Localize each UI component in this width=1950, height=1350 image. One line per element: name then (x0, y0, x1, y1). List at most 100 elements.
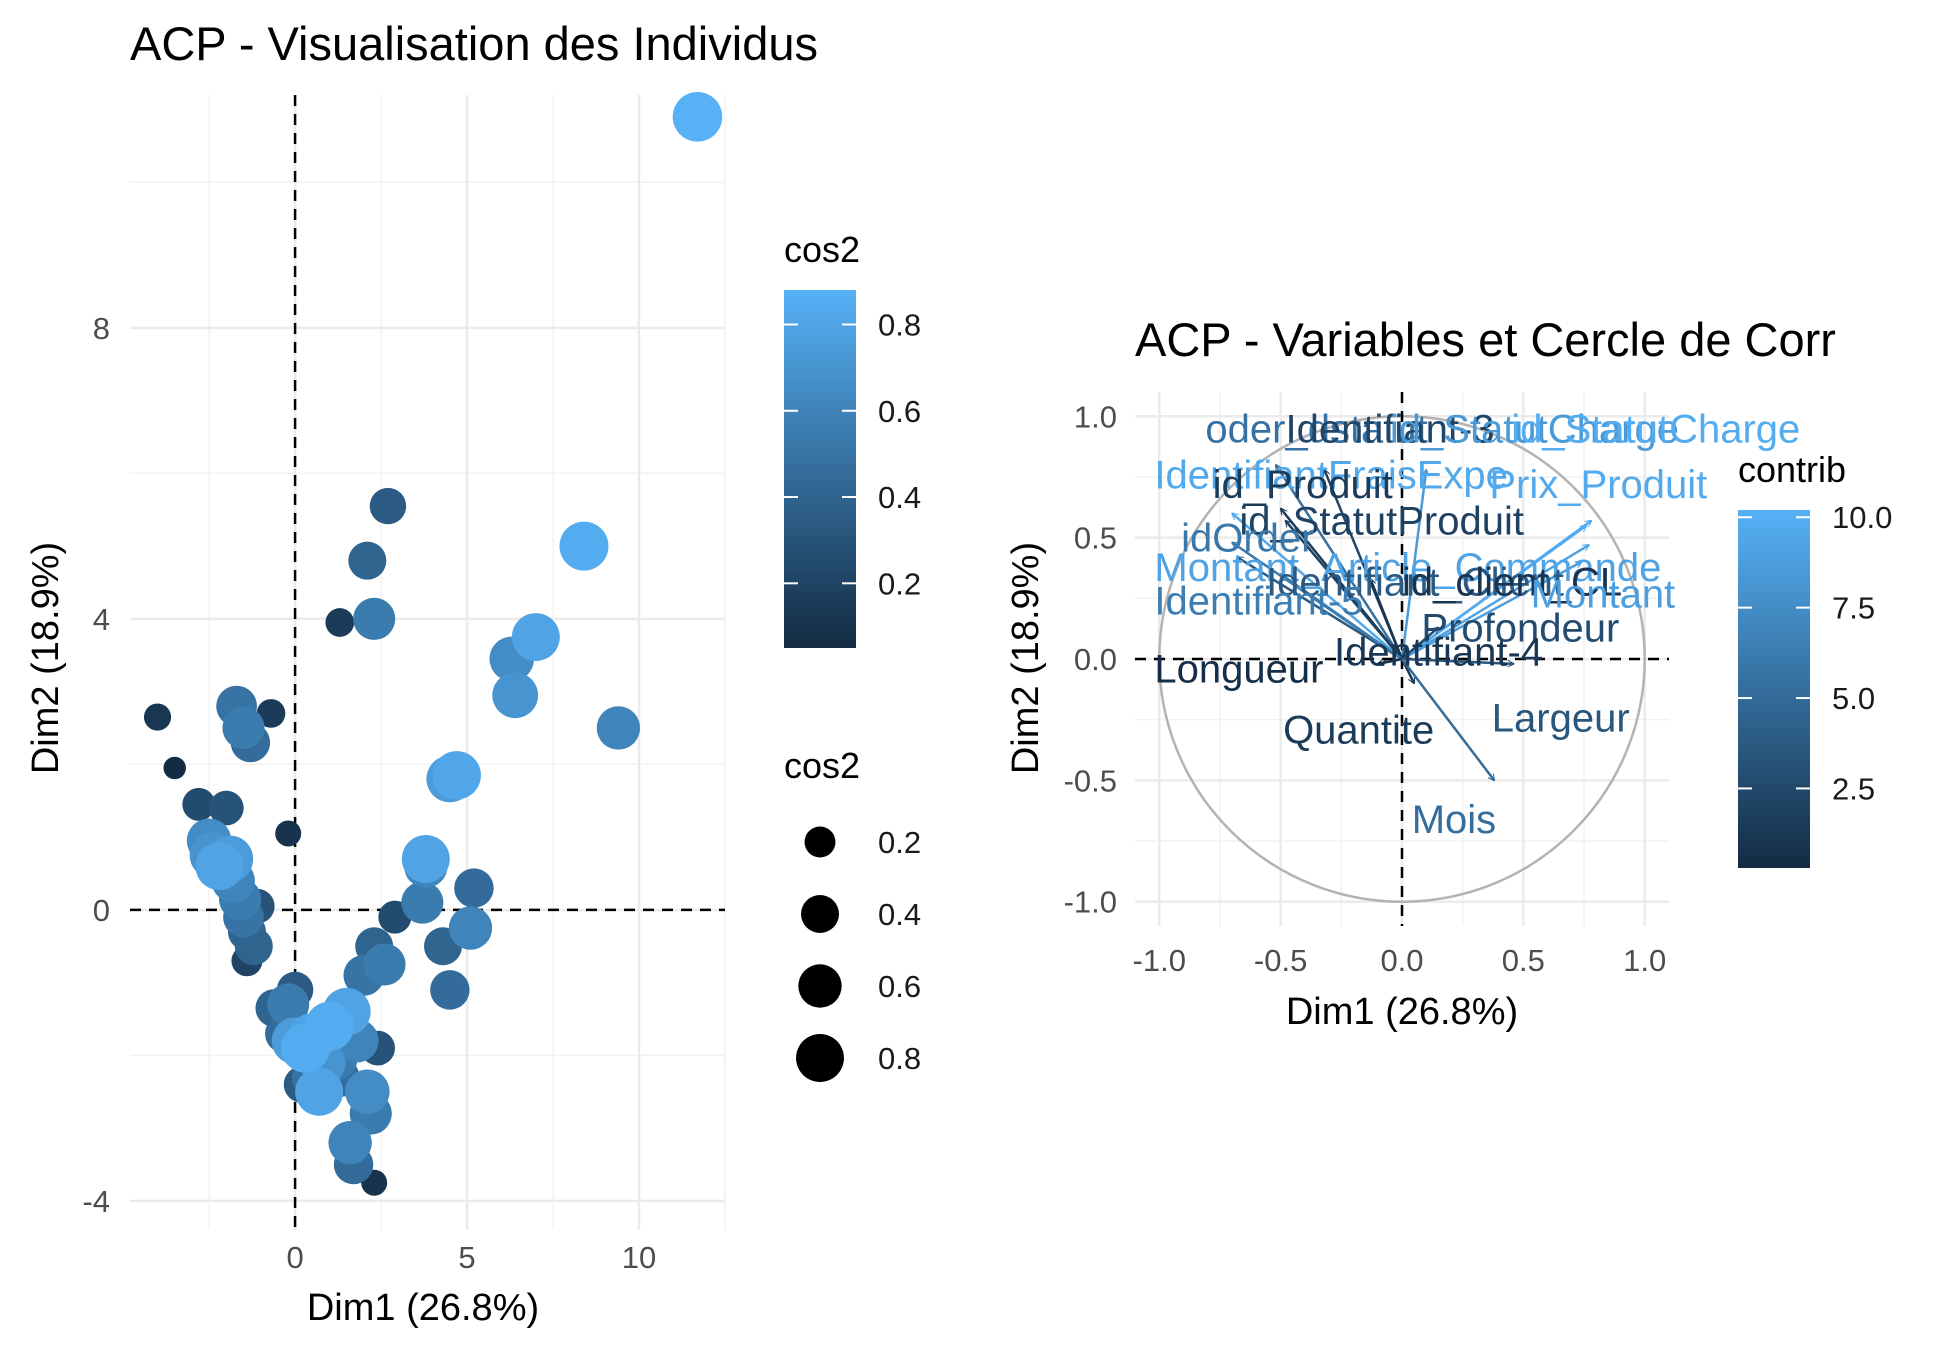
variable-label: id_Produit (1213, 463, 1393, 507)
x-tick-label: 0.0 (1380, 943, 1423, 978)
y-tick-label: 8 (93, 311, 110, 346)
individual-point (596, 706, 641, 750)
variable-arrow (1401, 560, 1582, 661)
size-legend-label: 0.8 (878, 1041, 921, 1076)
variable-label: id_client_CL (1402, 560, 1622, 604)
x-tick-label: -1.0 (1133, 943, 1186, 978)
variable-arrow (1401, 521, 1591, 661)
individual-point (345, 1069, 390, 1115)
y-tick-label: 1.0 (1074, 399, 1117, 434)
individuals-grid (130, 95, 726, 1230)
individual-point (325, 608, 355, 637)
individual-point (182, 787, 216, 821)
individual-point (401, 881, 444, 924)
variable-label: Profondeur (1421, 606, 1619, 650)
individual-point (432, 751, 481, 800)
y-tick-label: 0 (93, 893, 110, 928)
variable-arrow (1370, 579, 1404, 660)
size-legend-label: 0.2 (878, 825, 921, 860)
variable-label: id_StatutProduit (1239, 500, 1524, 544)
x-tick-label: 0 (286, 1240, 303, 1275)
variable-label: Longueur (1154, 648, 1323, 692)
variable-label: Largeur (1492, 696, 1630, 740)
individual-point (559, 521, 609, 571)
individuals-ticks: 0 5 10 -4 0 4 8 (82, 311, 656, 1275)
variable-label: Montant (1531, 572, 1676, 616)
individual-point (353, 597, 396, 640)
contrib-legend-label: 7.5 (1832, 591, 1875, 626)
variable-arrow (1237, 555, 1403, 661)
individual-point (369, 487, 407, 525)
individuals-y-axis-label: Dim2 (18.9%) (25, 542, 67, 774)
individual-point (328, 1120, 372, 1165)
variables-ticks: -1.0 -0.5 0.0 0.5 1.0 -1.0 -0.5 0.0 0.5 1.0 (1064, 399, 1667, 978)
variables-x-axis-label: Dim1 (26.8%) (1286, 991, 1518, 1033)
individuals-legends: cos2 0.2 0.4 0.6 0.8 cos2 0.2 0.4 0.6 0.8 (784, 229, 921, 1082)
individual-point (401, 834, 450, 883)
variable-arrow (1232, 513, 1403, 660)
variable-arrow (1401, 657, 1514, 664)
individual-point (295, 1067, 344, 1116)
x-tick-label: 5 (458, 1240, 475, 1275)
color-legend-label: 0.2 (878, 566, 921, 601)
color-legend-title: cos2 (784, 229, 860, 270)
variable-label: Montant_Article_Commande (1154, 546, 1661, 590)
individuals-plot: ACP - Visualisation des Individus 0 5 10 -4… (25, 17, 818, 1329)
individual-point (163, 756, 186, 780)
variable-label: Identifiant-4 (1334, 631, 1543, 675)
individual-point (208, 790, 244, 826)
variable-label: IdentifiantFraisExpe (1154, 454, 1508, 498)
color-legend-label: 0.8 (878, 308, 921, 343)
variables-plot: ACP - Variables et Cercle de Corr oder_d… (1005, 313, 1836, 1033)
variables-legend: contrib 2.5 5.0 7.5 10.0 (1738, 449, 1892, 868)
individuals-plot-title: ACP - Visualisation des Individus (130, 17, 818, 70)
individual-point (222, 706, 265, 750)
y-tick-label: 0.0 (1074, 642, 1117, 677)
x-tick-label: 1.0 (1623, 943, 1666, 978)
variable-label: Identifiant-3 (1285, 407, 1494, 451)
individual-point (275, 820, 302, 847)
individual-point (672, 92, 723, 142)
size-legend-dot (801, 895, 839, 933)
variable-label: id_StatutCharge (1511, 407, 1800, 451)
color-legend-label: 0.4 (878, 480, 921, 515)
individual-point (454, 868, 494, 908)
individual-point (256, 699, 286, 728)
individual-point (448, 906, 493, 950)
contrib-legend-label: 5.0 (1832, 681, 1875, 716)
variable-arrow (1401, 658, 1494, 780)
x-tick-label: 0.5 (1502, 943, 1545, 978)
variable-label: idOrder (1181, 517, 1314, 561)
contrib-legend-ticks: 2.5 5.0 7.5 10.0 (1738, 500, 1892, 806)
individual-point (348, 541, 387, 580)
color-legend-ticks: 0.2 0.4 0.6 0.8 (784, 308, 921, 601)
size-legend-title: cos2 (784, 745, 860, 786)
variable-arrow (1401, 543, 1589, 661)
color-legend-label: 0.6 (878, 394, 921, 429)
variable-label: oder_dstatut (1205, 407, 1427, 451)
individual-point (430, 970, 470, 1010)
individual-point (492, 672, 539, 719)
variable-label: Prix_Produit (1489, 463, 1707, 507)
y-tick-label: -1.0 (1064, 885, 1117, 920)
contrib-legend-label: 2.5 (1832, 771, 1875, 806)
variable-arrow (1400, 647, 1407, 660)
individuals-x-axis-label: Dim1 (26.8%) (307, 1287, 539, 1329)
variables-grid (1135, 392, 1669, 926)
variables-y-axis-label: Dim2 (18.9%) (1005, 542, 1047, 774)
x-tick-label: -0.5 (1254, 943, 1307, 978)
contrib-legend-title: contrib (1738, 449, 1846, 490)
variable-label: Quantite (1283, 708, 1434, 752)
variable-label: Mois (1412, 798, 1496, 842)
contrib-legend-label: 10.0 (1832, 500, 1892, 535)
variables-plot-title: ACP - Variables et Cercle de Corr (1135, 313, 1836, 366)
variables-arrows (1232, 465, 1591, 781)
size-legend-dot (804, 826, 836, 858)
y-tick-label: -0.5 (1064, 763, 1117, 798)
y-tick-label: 4 (93, 602, 110, 637)
size-legend-items: 0.2 0.4 0.6 0.8 (796, 825, 921, 1082)
individual-point (280, 1023, 330, 1073)
individual-point (511, 613, 560, 662)
